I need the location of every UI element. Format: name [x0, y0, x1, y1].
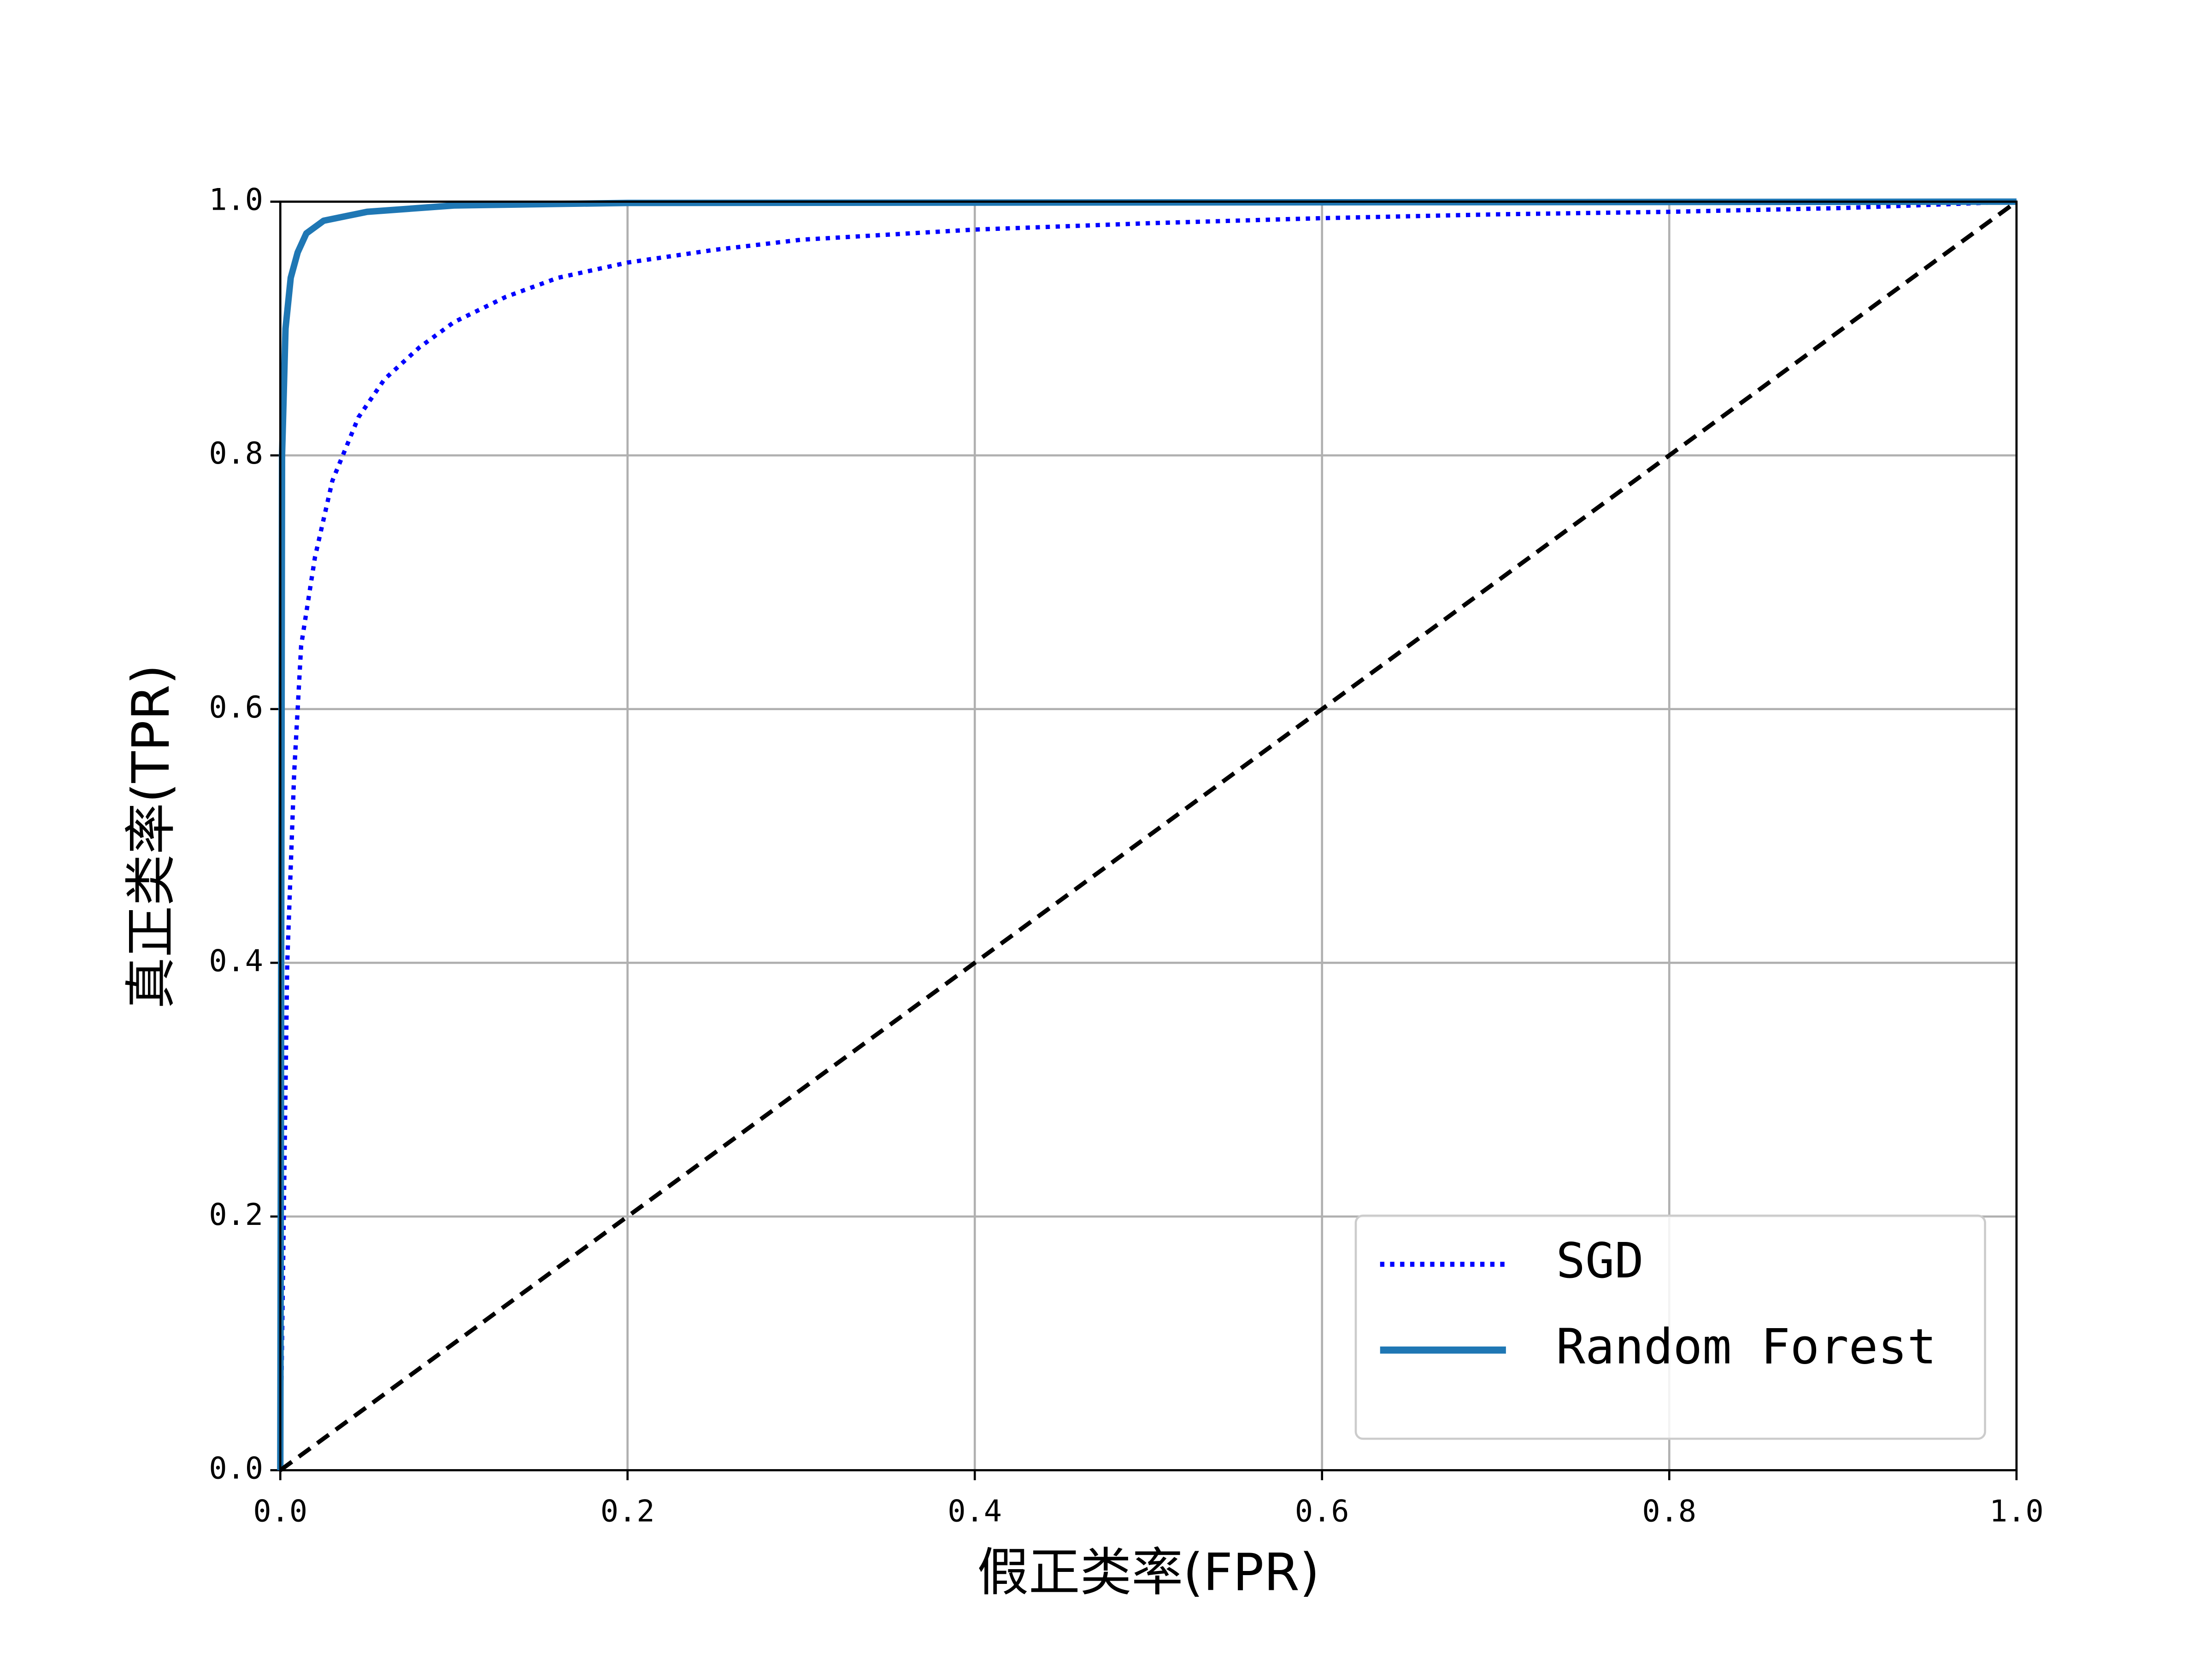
- line-series: [279, 200, 2018, 1472]
- legend-box: [1354, 1214, 1986, 1440]
- y-tick-label: 1.0: [209, 183, 263, 218]
- x-tick-label: 0.0: [253, 1494, 307, 1529]
- y-tick-label: 0.4: [209, 944, 263, 978]
- plot-frame: [279, 200, 2018, 1471]
- x-axis-label: 假正类率(FPR): [977, 1543, 1319, 1603]
- x-tick-label: 1.0: [1989, 1494, 2044, 1529]
- y-tick-label: 0.0: [209, 1451, 263, 1486]
- y-tick-label: 0.8: [209, 436, 263, 471]
- legend-label: SGD: [1556, 1232, 1644, 1289]
- y-tick-label: 0.6: [209, 690, 263, 725]
- line-series: [278, 199, 2017, 1471]
- x-tick-label: 0.2: [600, 1494, 655, 1529]
- x-tick-label: 0.6: [1295, 1494, 1349, 1529]
- x-tick-label: 0.4: [947, 1494, 1002, 1529]
- y-axis-label: 真正类率(TPR): [121, 665, 181, 1009]
- line-series: [277, 198, 2017, 1471]
- legend-label: Random Forest: [1556, 1318, 1936, 1375]
- y-tick-label: 0.2: [209, 1198, 263, 1232]
- x-tick-label: 0.8: [1642, 1494, 1696, 1529]
